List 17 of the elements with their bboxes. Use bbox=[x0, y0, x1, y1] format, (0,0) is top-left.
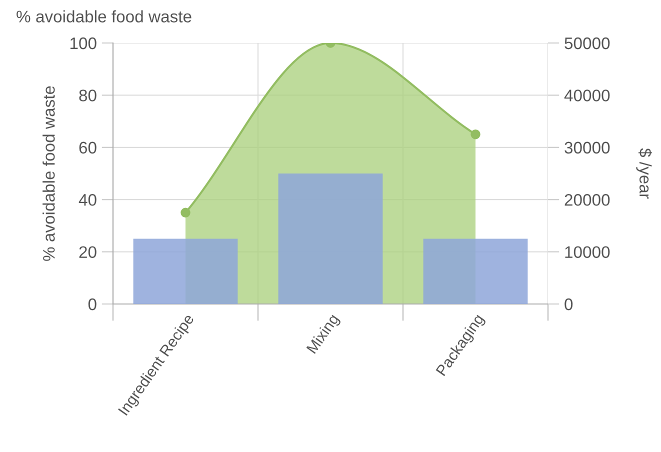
point bbox=[470, 129, 480, 140]
y-tick-label: 100 bbox=[70, 37, 96, 50]
point bbox=[180, 208, 190, 218]
y-tick-label: 80 bbox=[79, 90, 96, 102]
y-tick-label: 40 bbox=[78, 194, 96, 206]
y-tick-label: 20 bbox=[79, 246, 96, 258]
y2-tick-label: 50000 bbox=[564, 37, 610, 50]
y2-tick-label: 30000 bbox=[564, 142, 610, 154]
y-tick-label: 60 bbox=[79, 142, 96, 154]
y2-tick-label: 40000 bbox=[564, 90, 610, 102]
y2-tick-label: 0 bbox=[564, 298, 573, 310]
y-tick-label: 0 bbox=[88, 298, 96, 310]
y-axis-title: % avoidable food waste bbox=[42, 86, 55, 261]
chart-title: % avoidable food waste bbox=[16, 10, 192, 22]
y2-axis-title: $ /year bbox=[636, 148, 652, 199]
y2-tick-label: 20000 bbox=[564, 194, 610, 206]
y2-tick-label: 10000 bbox=[565, 246, 610, 258]
